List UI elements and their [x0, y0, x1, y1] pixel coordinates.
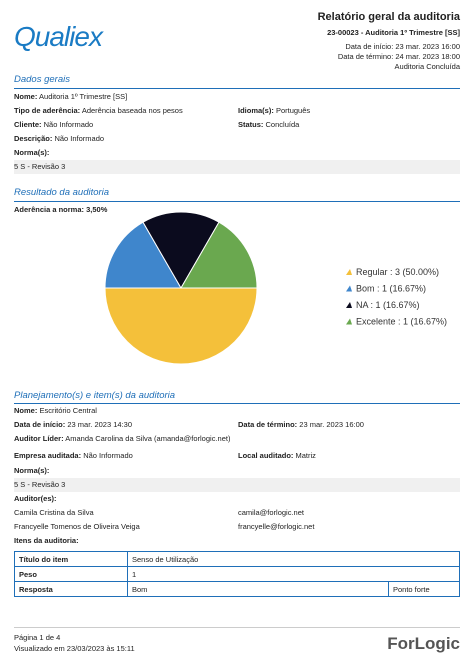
value: 23 mar. 2023 14:30: [67, 420, 132, 429]
auditor-email: camila@forlogic.net: [238, 508, 304, 517]
pie-slice: [142, 211, 220, 289]
cell: Senso de Utilização: [127, 551, 460, 567]
field: Idioma(s): Português: [238, 106, 310, 116]
title: Relatório geral da auditoria: [317, 11, 460, 23]
cell: Resposta: [14, 581, 128, 597]
label: Local auditado:: [238, 451, 294, 460]
rule: [14, 627, 460, 628]
legend-swatch: [346, 302, 352, 308]
value: Amanda Carolina da Silva (amanda@forlogi…: [65, 434, 231, 443]
field: Nome: Escritório Central: [14, 406, 97, 416]
section-heading: Planejamento(s) e item(s) da auditoria: [14, 390, 176, 401]
auditor-name: Francyelle Tomenos de Oliveira Veiga: [14, 522, 140, 531]
legend-swatch: [346, 269, 352, 275]
row: Resposta Bom Ponto forte: [14, 581, 460, 597]
label: Status:: [238, 120, 264, 129]
field-value: 5 S - Revisão 3: [14, 480, 66, 489]
field: Data de início: 23 mar. 2023 14:30: [14, 420, 132, 430]
pie-slice: [104, 221, 182, 289]
label: Norma(s):: [14, 148, 50, 157]
rule: [14, 88, 460, 89]
label: Nome:: [14, 406, 38, 415]
field: Empresa auditada: Não Informado: [14, 451, 133, 461]
items-label: Itens da auditoria:: [14, 536, 79, 545]
label: Nome:: [14, 92, 38, 101]
field: Local auditado: Matriz: [238, 451, 316, 461]
page-number: Página 1 de 4: [14, 633, 61, 642]
items-table: Título do item Senso de Utilização Peso 1 …: [14, 551, 460, 597]
end-date: Data de término: 24 mar. 2023 18:00: [337, 52, 460, 61]
label: Empresa auditada:: [14, 451, 82, 460]
value: Matriz: [295, 451, 316, 460]
row-shade: [14, 160, 460, 174]
field: Nome: Auditoria 1º Trimestre [SS]: [14, 92, 127, 102]
label: Auditor Líder:: [14, 434, 64, 443]
legend-label: Excelente : 1 (16.67%): [356, 317, 447, 327]
value: 23 mar. 2023 16:00: [299, 420, 364, 429]
row: Peso 1: [14, 566, 460, 582]
label: Data de término:: [238, 420, 298, 429]
field: Data de término: 23 mar. 2023 16:00: [238, 420, 364, 430]
pie-slice: [104, 287, 258, 365]
legend-swatch: [346, 318, 352, 325]
field-label: Norma(s):: [14, 466, 49, 476]
value: Escritório Central: [39, 406, 97, 415]
field-value: 5 S - Revisão 3: [14, 162, 66, 171]
auditor-email: francyelle@forlogic.net: [238, 522, 315, 531]
field: Auditor Líder: Amanda Carolina da Silva …: [14, 434, 230, 444]
value: Auditoria 1º Trimestre [SS]: [39, 92, 128, 101]
legend-label: Regular : 3 (50.00%): [356, 267, 439, 277]
value: Aderência baseada nos pesos: [81, 106, 183, 115]
cell: Peso: [14, 566, 128, 582]
label: Idioma(s):: [238, 106, 274, 115]
field: Cliente: Não Informado: [14, 120, 93, 130]
code: 23-00023 - Auditoria 1º Trimestre [SS]: [327, 28, 460, 37]
auditors-label: Auditor(es):: [14, 494, 57, 503]
legend-label: NA : 1 (16.67%): [356, 300, 420, 310]
legend-swatch: [346, 285, 352, 292]
adherence: Aderência a norma: 3,50%: [14, 205, 108, 214]
cell: 1: [127, 566, 460, 582]
label: Norma(s):: [14, 466, 50, 475]
value: Não Informado: [54, 134, 105, 143]
field: Descrição: Não Informado: [14, 134, 104, 144]
row-shade: [14, 478, 460, 492]
value: Concluída: [265, 120, 300, 129]
cell: Ponto forte: [388, 581, 460, 597]
cell: Título do item: [14, 551, 128, 567]
field: Tipo de aderência: Aderência baseada nos…: [14, 106, 183, 116]
pie-chart: Regular : 3 (50.00%) Bom : 1 (16.67%) NA :…: [104, 211, 447, 365]
row: Título do item Senso de Utilização: [14, 551, 460, 567]
label: Tipo de aderência:: [14, 106, 81, 115]
viewed-at: Visualizado em 23/03/2023 às 15:11: [14, 644, 135, 653]
label: Descrição:: [14, 134, 53, 143]
status: Auditoria Concluída: [394, 62, 460, 71]
rule: [14, 403, 460, 404]
value: Não Informado: [43, 120, 94, 129]
section-heading: Dados gerais: [14, 74, 70, 85]
cell: Bom: [127, 581, 389, 597]
legend-label: Bom : 1 (16.67%): [356, 284, 426, 294]
brand-logo: ForLogic: [387, 634, 460, 653]
label: Data de início:: [14, 420, 66, 429]
auditor-name: Camila Cristina da Silva: [14, 508, 94, 517]
pie-slice: [180, 221, 258, 289]
field: Status: Concluída: [238, 120, 299, 130]
value: Não Informado: [83, 451, 133, 460]
section-heading: Resultado da auditoria: [14, 187, 110, 198]
logo: Qualiex: [14, 21, 103, 52]
field-label: Norma(s):: [14, 148, 49, 158]
rule: [14, 201, 460, 202]
label: Cliente:: [14, 120, 42, 129]
start-date: Data de início: 23 mar. 2023 16:00: [345, 42, 460, 51]
value: Português: [275, 106, 311, 115]
